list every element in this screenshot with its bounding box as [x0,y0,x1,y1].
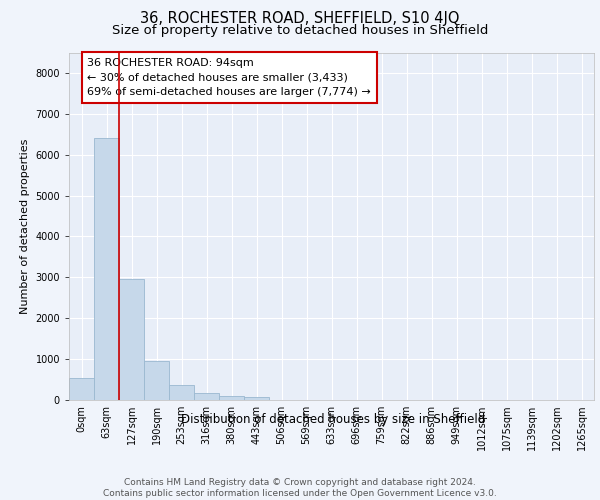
Bar [244,398,269,400]
Bar [119,280,144,400]
Bar [94,138,119,400]
Bar [194,394,219,400]
Y-axis label: Number of detached properties: Number of detached properties [20,138,30,314]
Text: Size of property relative to detached houses in Sheffield: Size of property relative to detached ho… [112,24,488,37]
Text: Distribution of detached houses by size in Sheffield: Distribution of detached houses by size … [181,412,485,426]
Text: 36, ROCHESTER ROAD, SHEFFIELD, S10 4JQ: 36, ROCHESTER ROAD, SHEFFIELD, S10 4JQ [140,11,460,26]
Bar [169,385,194,400]
Bar [219,396,244,400]
Text: Contains HM Land Registry data © Crown copyright and database right 2024.
Contai: Contains HM Land Registry data © Crown c… [103,478,497,498]
Text: 36 ROCHESTER ROAD: 94sqm
← 30% of detached houses are smaller (3,433)
69% of sem: 36 ROCHESTER ROAD: 94sqm ← 30% of detach… [88,58,371,98]
Bar [144,361,169,400]
Bar [69,378,94,400]
